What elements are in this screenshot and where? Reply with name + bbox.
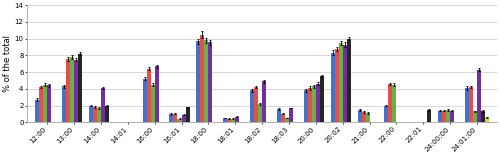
- Bar: [105, 106, 109, 122]
- Bar: [196, 41, 200, 122]
- Bar: [154, 66, 158, 122]
- Bar: [70, 57, 74, 122]
- Bar: [289, 108, 293, 122]
- Bar: [312, 86, 316, 122]
- Bar: [35, 100, 39, 122]
- Bar: [481, 111, 485, 122]
- Bar: [227, 119, 231, 122]
- Bar: [47, 85, 51, 122]
- Bar: [93, 107, 97, 122]
- Bar: [66, 59, 70, 122]
- Bar: [392, 85, 396, 122]
- Bar: [142, 79, 146, 122]
- Bar: [446, 110, 450, 122]
- Bar: [204, 40, 208, 122]
- Bar: [473, 111, 477, 122]
- Bar: [277, 109, 281, 122]
- Bar: [281, 114, 285, 122]
- Bar: [338, 43, 342, 122]
- Bar: [320, 76, 324, 122]
- Bar: [43, 85, 47, 122]
- Bar: [450, 111, 454, 122]
- Bar: [78, 54, 82, 122]
- Bar: [101, 88, 105, 122]
- Bar: [146, 69, 150, 122]
- Bar: [262, 81, 266, 122]
- Bar: [74, 60, 78, 122]
- Bar: [358, 110, 362, 122]
- Bar: [89, 106, 93, 122]
- Y-axis label: % of the total: % of the total: [3, 35, 12, 92]
- Bar: [366, 113, 370, 122]
- Bar: [342, 44, 347, 122]
- Bar: [334, 49, 338, 122]
- Bar: [485, 117, 489, 122]
- Bar: [477, 70, 481, 122]
- Bar: [316, 84, 320, 122]
- Bar: [304, 91, 308, 122]
- Bar: [231, 119, 235, 122]
- Bar: [200, 35, 204, 122]
- Bar: [178, 119, 182, 122]
- Bar: [39, 87, 43, 122]
- Bar: [469, 87, 473, 122]
- Bar: [465, 88, 469, 122]
- Bar: [258, 104, 262, 122]
- Bar: [62, 86, 66, 122]
- Bar: [308, 88, 312, 122]
- Bar: [388, 84, 392, 122]
- Bar: [428, 110, 432, 122]
- Bar: [362, 112, 366, 122]
- Bar: [236, 117, 240, 122]
- Bar: [150, 85, 154, 122]
- Bar: [254, 87, 258, 122]
- Bar: [186, 107, 190, 122]
- Bar: [182, 115, 186, 122]
- Bar: [347, 39, 351, 122]
- Bar: [330, 53, 334, 122]
- Bar: [174, 114, 178, 122]
- Bar: [285, 118, 289, 122]
- Bar: [208, 42, 212, 122]
- Bar: [384, 106, 388, 122]
- Bar: [97, 108, 101, 122]
- Bar: [442, 111, 446, 122]
- Bar: [223, 118, 227, 122]
- Bar: [250, 91, 254, 122]
- Bar: [170, 114, 173, 122]
- Bar: [438, 111, 442, 122]
